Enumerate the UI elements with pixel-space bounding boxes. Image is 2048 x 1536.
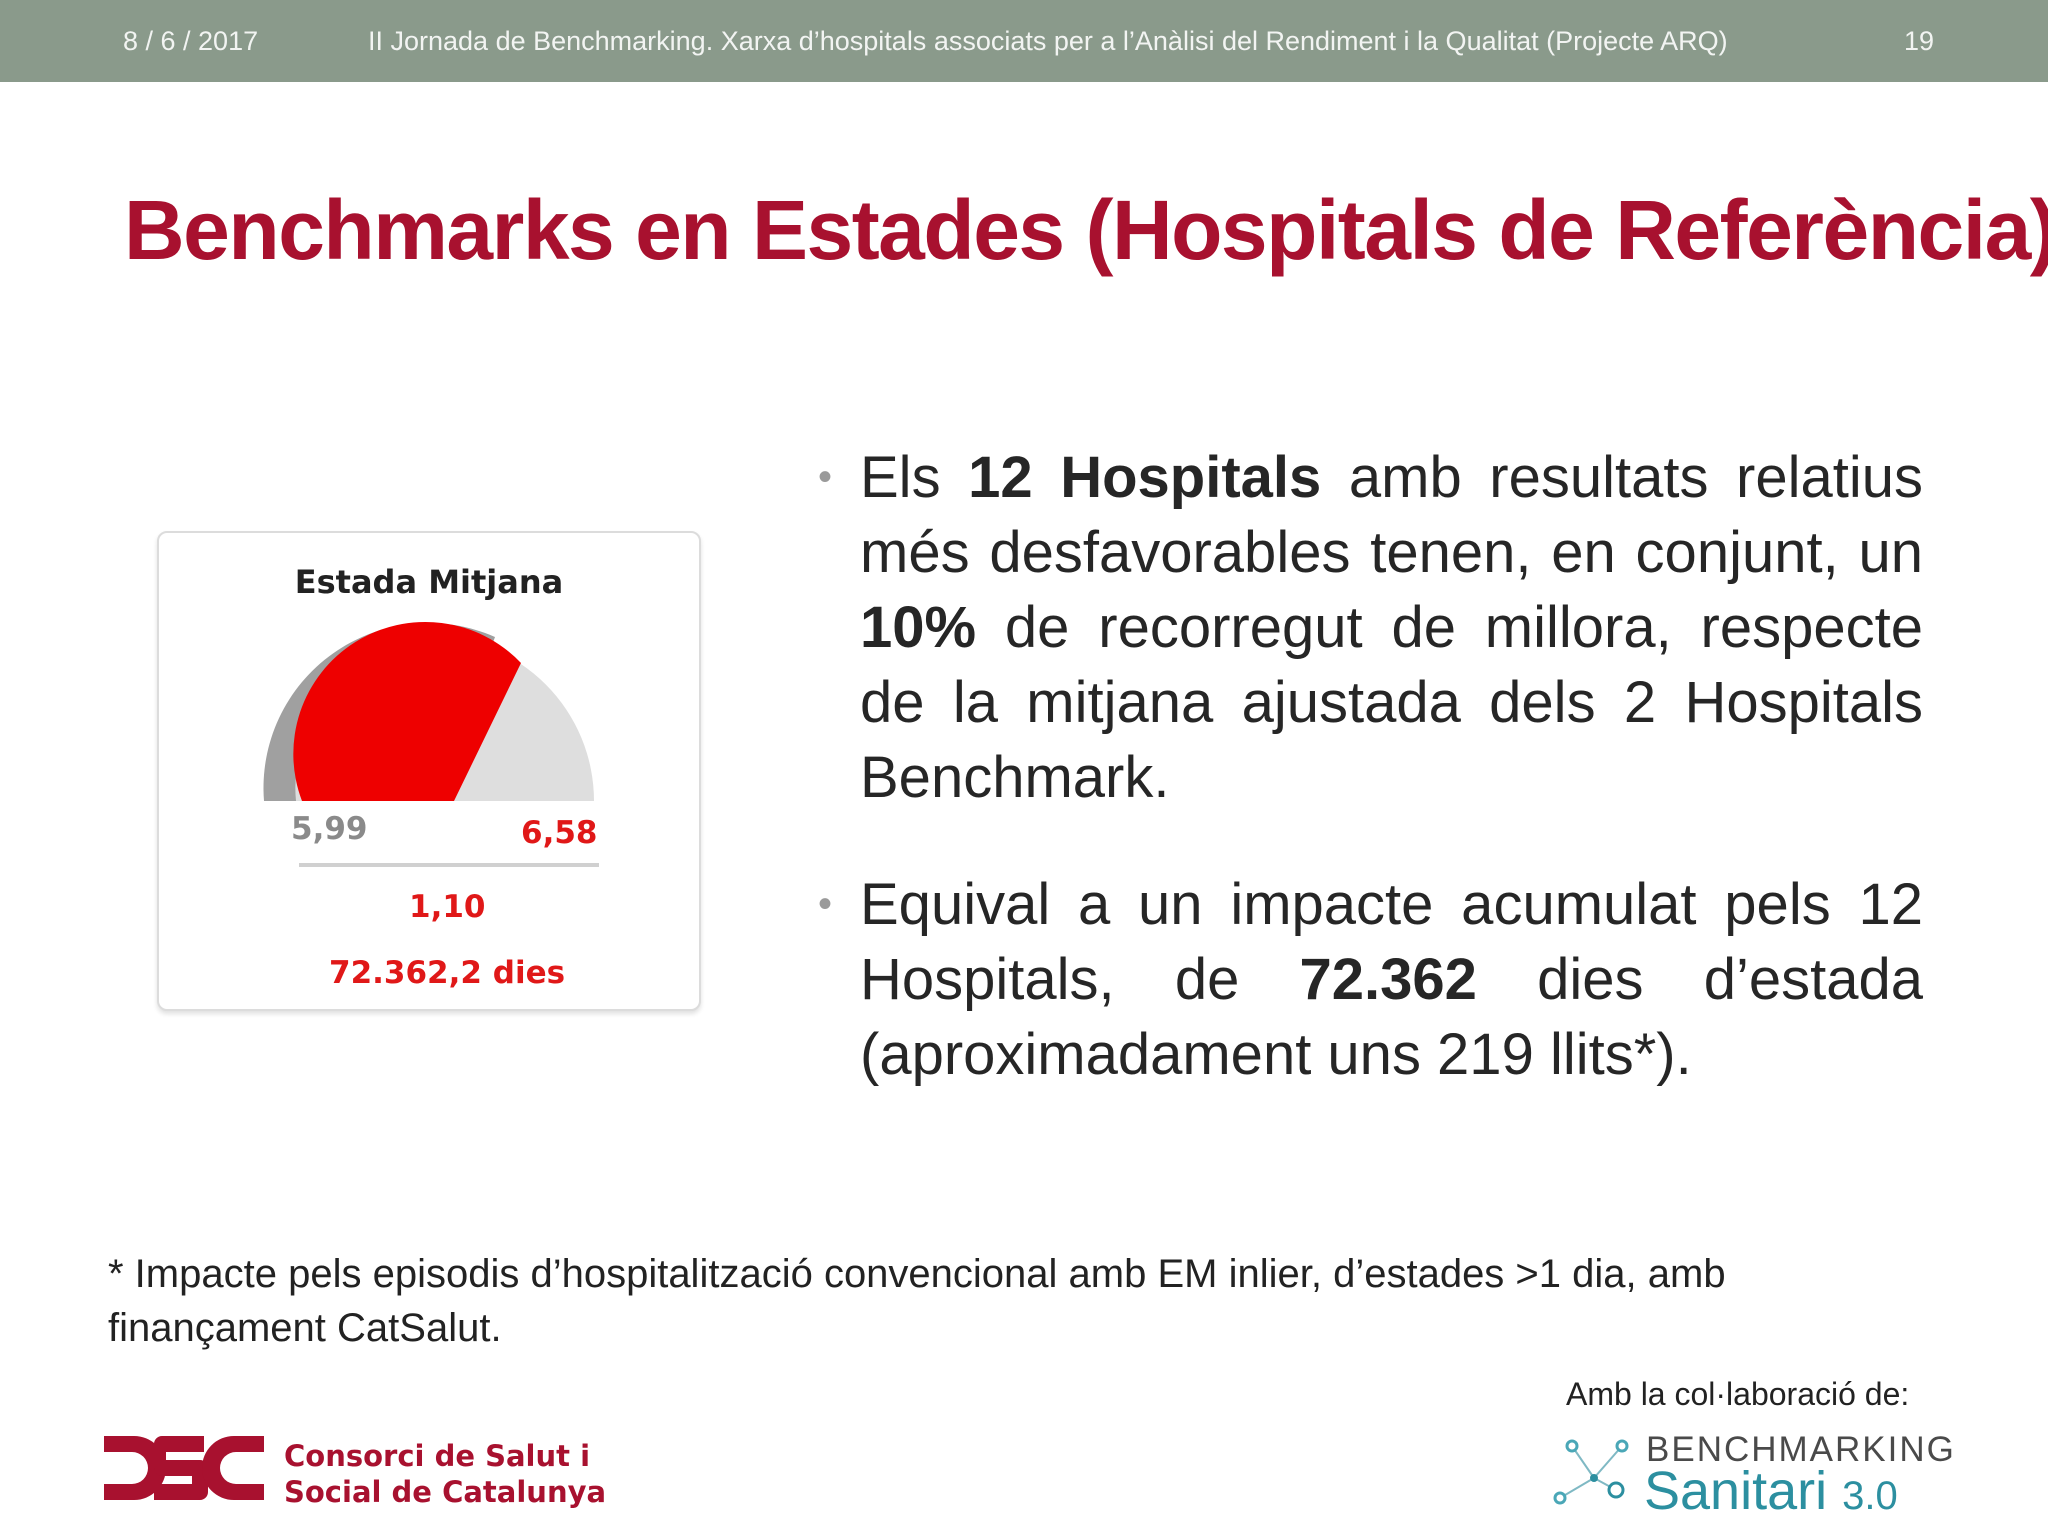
- bullet-bold: 12 Hospitals: [968, 445, 1322, 510]
- gauge-benchmark-value: 5,99: [291, 811, 368, 847]
- logo-version: 3.0: [1842, 1474, 1898, 1518]
- bullet-bold: 10%: [860, 595, 977, 660]
- csc-logo-mark-icon: [104, 1436, 264, 1500]
- gauge-impact-days: 72.362,2 dies: [329, 955, 566, 991]
- collaboration-label: Amb la col·laboració de:: [1566, 1376, 1910, 1412]
- benchmarking-sanitari-logo: BENCHMARKING Sanitari 3.0: [1550, 1426, 1954, 1521]
- gauge-title: Estada Mitjana: [294, 563, 564, 601]
- network-nodes-icon: [1553, 1439, 1629, 1505]
- gauge-difference: 1,10: [409, 889, 486, 925]
- page-number: 19: [1904, 26, 1935, 56]
- gauge-card: Estada Mitjana 5,99 6,58 1,10 72.362,2 d…: [157, 531, 701, 1011]
- gauge-hospitals-value: 6,58: [521, 815, 598, 851]
- footnote: * Impacte pels episodis d’hospitalitzaci…: [108, 1252, 1726, 1350]
- bullet-list: • Els 12 Hospitals amb resultats relatius…: [818, 440, 1923, 1092]
- csc-logo: Consorci de Salut i Social de Catalunya: [104, 1430, 606, 1510]
- gauge-hospitals-sector: [293, 621, 521, 801]
- gauge-chart: [263, 621, 594, 801]
- bullet-bold: 72.362: [1299, 947, 1477, 1012]
- logo-sanitari-text: Sanitari 3.0: [1644, 1460, 1898, 1522]
- logo-sanitari-word: Sanitari: [1644, 1461, 1828, 1521]
- conference-title: II Jornada de Benchmarking. Xarxa d’hosp…: [368, 26, 1728, 56]
- bullet-text: amb resultats relatius més desfavorables…: [860, 445, 1924, 585]
- organization-name-line2: Social de Catalunya: [284, 1475, 607, 1509]
- bullet-text: de recorregut de millora, respecte de la…: [860, 595, 1923, 810]
- logo-benchmarking-text: BENCHMARKING: [1646, 1430, 1956, 1469]
- bullet-text: Els: [860, 445, 969, 510]
- organization-name-line1: Consorci de Salut i: [284, 1439, 591, 1473]
- bullet-dot-icon: •: [818, 882, 833, 926]
- organization-name: Consorci de Salut i Social de Catalunya: [284, 1438, 606, 1510]
- slide-header-bar: 8 / 6 / 2017 II Jornada de Benchmarking.…: [0, 0, 2048, 82]
- bullet-text: dies d’estada (aproximadament uns 219 ll…: [860, 947, 1923, 1087]
- slide-title: Benchmarks en Estades (Hospitals de Refe…: [124, 183, 2048, 277]
- bullet-item: • Equival a un impacte acumulat pels 12 H…: [818, 867, 1923, 1092]
- slide-date: 8 / 6 / 2017: [123, 26, 259, 56]
- gauge-divider: [299, 863, 599, 867]
- bullet-item: • Els 12 Hospitals amb resultats relatius…: [818, 440, 1923, 815]
- gauge-benchmark-arc: [263, 623, 495, 801]
- bullet-dot-icon: •: [818, 455, 833, 499]
- bullet-text: Equival a un impacte acumulat pels 12 Ho…: [860, 872, 1923, 1012]
